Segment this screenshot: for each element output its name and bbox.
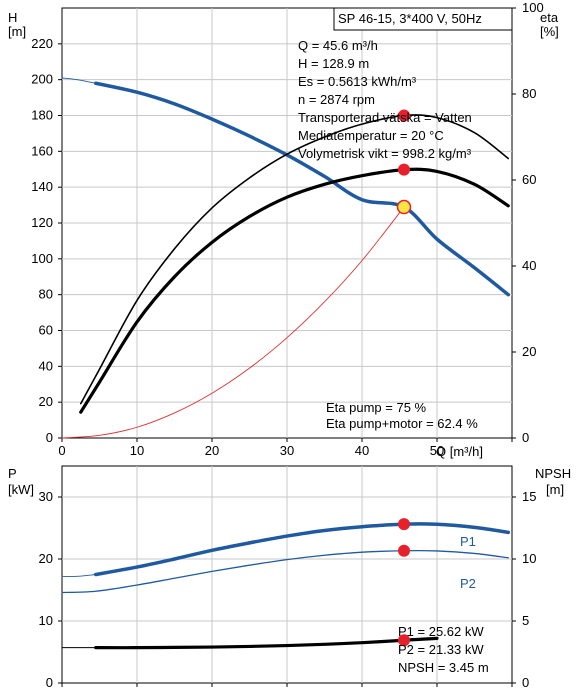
title-box [333,7,513,31]
top-series-h-ext [61,77,97,84]
top-y-tick-label: 0 [46,430,53,445]
top-plot [61,77,510,439]
top-y-tick-label: 140 [31,179,53,194]
top-y-tick-label: 20 [39,394,53,409]
p1-curve-label: P1 [460,534,476,549]
top-y-tick-label: 60 [39,323,53,338]
top-duty-point [396,199,412,215]
top-x-tick-label: 20 [205,443,219,458]
top-y-tick-label: 100 [31,251,53,266]
info-n: n = 2874 rpm [298,92,375,107]
bottom-y-tick-label: 10 [39,613,53,628]
info-p1: P1 = 25.62 kW [398,624,484,639]
bottom-series-p1 [94,522,510,577]
top-x-tick-label: 10 [130,443,144,458]
info-p2: P2 = 21.33 kW [398,642,484,657]
title-text: SP 46-15, 3*400 V, 50Hz [338,11,482,26]
top-y-left-unit: [m] [8,24,26,39]
bottom-y-right-label: NPSH [535,466,571,481]
top-y2-tick-label: 60 [522,172,536,187]
bottom-operating-point [398,544,410,557]
top-x-tick-label: 40 [355,443,369,458]
info-temp: Mediatemperatur = 20 °C [298,128,444,143]
bottom-y-left-unit: [kW] [8,482,34,497]
top-y-tick-label: 120 [31,215,53,230]
info-npsh: NPSH = 3.45 m [398,660,489,675]
bottom-operating-point [398,634,410,647]
top-y-tick-label: 200 [31,72,53,87]
top-y2-tick-label: 100 [522,0,544,15]
bottom-y2-tick-label: 10 [522,551,536,566]
top-series-system-curve [61,206,405,439]
info-liquid: Transporterad vätska = Vatten [298,110,472,125]
bottom-y2-tick-label: 15 [522,489,536,504]
info-q: Q = 45.6 m³/h [298,38,378,53]
p2-curve-label: P2 [460,576,476,591]
info-eta-pump-motor: Eta pump+motor = 62.4 % [326,416,478,431]
bottom-y-right-unit: [m] [546,482,564,497]
info-eta-pump: Eta pump = 75 % [326,400,427,415]
top-x-tick-label: 30 [280,443,294,458]
top-y2-tick-label: 80 [522,86,536,101]
top-y-tick-label: 220 [31,36,53,51]
top-series-eta-pump-motor [79,167,510,414]
bottom-plot [61,518,510,650]
top-series-h [94,81,510,297]
top-operating-point [398,163,410,176]
top-y2-tick-label: 0 [522,430,529,445]
top-y2-tick-label: 20 [522,344,536,359]
top-y-right-label: eta [540,10,559,25]
info-es: Es = 0.5613 kWh/m³ [298,74,417,89]
top-x-label: Q [m³/h] [436,444,483,459]
bottom-series-1 [61,574,97,577]
bottom-y-tick-label: 0 [46,675,53,690]
top-y-tick-label: 40 [39,358,53,373]
top-y-tick-label: 180 [31,108,53,123]
bottom-y-tick-label: 30 [39,489,53,504]
bottom-y-tick-label: 20 [39,551,53,566]
top-x-tick-label: 50 [430,443,444,458]
top-y-left-label: H [8,10,17,25]
bottom-series-npsh [94,636,439,650]
top-operating-point [398,109,410,122]
info-h: H = 128.9 m [298,56,369,71]
bottom-y2-tick-label: 0 [522,675,529,690]
bottom-operating-point [398,518,410,531]
bottom-y2-tick-label: 5 [522,613,529,628]
top-y2-tick-label: 40 [522,258,536,273]
top-y-tick-label: 160 [31,143,53,158]
top-y-tick-label: 80 [39,287,53,302]
top-y-right-unit: [%] [540,24,559,39]
top-grid: 0204060801001201401601802002200204060801… [31,0,543,458]
info-density: Volymetrisk vikt = 998.2 kg/m³ [298,146,472,161]
bottom-y-left-label: P [8,466,17,481]
bottom-series-p2 [61,549,509,594]
top-series-eta-pump [79,114,510,405]
top-x-tick-label: 0 [58,443,65,458]
